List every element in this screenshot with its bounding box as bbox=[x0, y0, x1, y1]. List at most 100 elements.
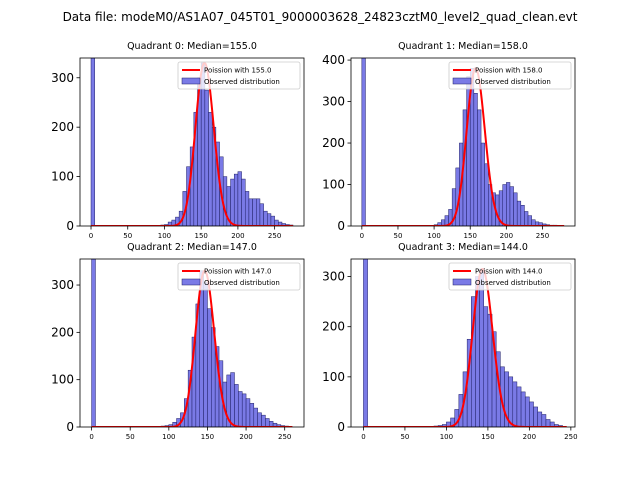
y-tick-label: 0 bbox=[66, 420, 74, 434]
legend-hist-label: Observed distribution bbox=[204, 78, 280, 86]
legend-frame bbox=[177, 262, 301, 291]
histogram-bar bbox=[252, 198, 257, 226]
y-tick-label: 300 bbox=[51, 278, 74, 292]
histogram-bar bbox=[480, 142, 485, 226]
legend: Poission with 144.0 Observed distribution bbox=[448, 262, 572, 291]
figure-suptitle: Data file: modeM0/AS1A07_045T01_90000036… bbox=[63, 10, 578, 24]
x-tick-label: 100 bbox=[158, 232, 171, 240]
legend-frame bbox=[448, 262, 572, 291]
y-tick-label: 100 bbox=[322, 178, 345, 192]
axes-frame bbox=[350, 258, 576, 428]
histogram-bar bbox=[524, 211, 529, 226]
legend-hist-label: Observed distribution bbox=[204, 279, 280, 287]
histogram-bar bbox=[204, 89, 209, 226]
y-tick-label: 100 bbox=[51, 373, 74, 387]
subplots-grid: 0 100 200 300 0 50 100 150 200 250 Quadrant 0: Med… bbox=[51, 41, 577, 441]
histogram-bar bbox=[529, 401, 534, 427]
x-tick-label: 200 bbox=[523, 433, 536, 441]
histogram-bar bbox=[512, 381, 518, 427]
histogram-bar bbox=[265, 418, 270, 427]
legend-hist-swatch bbox=[181, 77, 201, 85]
histogram-bar bbox=[267, 213, 272, 226]
histogram-bar bbox=[502, 184, 507, 226]
y-tick-label: 300 bbox=[322, 270, 345, 284]
legend: Poission with 155.0 Observed distribution bbox=[177, 61, 301, 90]
x-tick-label: 100 bbox=[440, 433, 453, 441]
legend-fit-label: Poission with 147.0 bbox=[204, 268, 272, 276]
histogram-bar bbox=[248, 198, 253, 226]
x-tick-label: 100 bbox=[162, 433, 175, 441]
x-tick-label: 0 bbox=[361, 433, 365, 441]
poisson-fit-line bbox=[361, 67, 565, 226]
x-tick-label: 200 bbox=[231, 232, 244, 240]
histogram-bar bbox=[261, 414, 266, 427]
x-tick-label: 50 bbox=[400, 433, 409, 441]
subplot-quadrant-2: 0 100 200 300 0 50 100 150 200 250 Quadrant 2: Med… bbox=[51, 242, 305, 441]
legend-frame bbox=[177, 61, 301, 90]
histogram-bar bbox=[520, 391, 526, 427]
axes-frame bbox=[350, 57, 576, 227]
x-tick-label: 0 bbox=[89, 433, 93, 441]
poisson-fit-line bbox=[363, 268, 567, 427]
histogram-bar-zero-bin bbox=[361, 58, 366, 226]
histogram-bar bbox=[245, 398, 251, 427]
histogram-bar bbox=[253, 407, 258, 427]
x-tick-label: 50 bbox=[126, 433, 135, 441]
histogram-bar bbox=[479, 268, 484, 427]
histogram-bar bbox=[509, 186, 514, 226]
histogram-bar bbox=[541, 414, 547, 427]
x-tick-label: 250 bbox=[268, 232, 281, 240]
plot-area bbox=[361, 58, 565, 226]
histogram-bar bbox=[259, 203, 264, 226]
histogram-bar bbox=[484, 163, 489, 226]
y-tick-label: 300 bbox=[322, 95, 345, 109]
y-tick-label: 100 bbox=[322, 370, 345, 384]
histogram-bar bbox=[506, 182, 511, 226]
histogram-bar bbox=[516, 386, 522, 427]
histogram-bar bbox=[238, 391, 243, 427]
y-tick-label: 0 bbox=[66, 219, 74, 233]
x-tick-label: 250 bbox=[278, 433, 291, 441]
legend-fit-label: Poission with 158.0 bbox=[475, 67, 543, 75]
histogram-bar bbox=[487, 313, 493, 427]
y-tick-label: 100 bbox=[51, 170, 74, 184]
x-tick-label: 50 bbox=[394, 232, 403, 240]
y-tick-label: 200 bbox=[322, 320, 345, 334]
histogram-bar bbox=[263, 210, 268, 226]
poisson-fit-line bbox=[91, 269, 293, 427]
y-tick-label: 0 bbox=[337, 219, 345, 233]
histogram-bar bbox=[270, 215, 275, 226]
histogram-bar bbox=[477, 109, 482, 226]
histogram-bar bbox=[516, 200, 522, 226]
y-tick-label: 300 bbox=[51, 71, 74, 85]
histogram-bar bbox=[513, 192, 518, 226]
histogram-bar-zero-bin bbox=[363, 259, 368, 427]
histogram-bar bbox=[222, 176, 228, 226]
legend-fit-label: Poission with 144.0 bbox=[475, 268, 543, 276]
x-tick-label: 150 bbox=[481, 433, 494, 441]
x-tick-label: 0 bbox=[89, 232, 93, 240]
histogram-bar bbox=[241, 393, 247, 427]
histogram-bar bbox=[545, 419, 551, 427]
subplot-title: Quadrant 3: Median=144.0 bbox=[398, 242, 528, 253]
histogram-bar bbox=[203, 282, 208, 427]
plot-area bbox=[90, 58, 294, 226]
histogram-bar bbox=[234, 384, 239, 427]
y-tick-label: 200 bbox=[51, 120, 74, 134]
subplot-quadrant-1: 0 100 200 300 400 0 50 100 150 200 250 Quadrant 1: … bbox=[322, 41, 576, 240]
histogram-bar bbox=[533, 406, 538, 427]
subplot-title: Quadrant 1: Median=158.0 bbox=[398, 41, 528, 52]
histogram-bar-zero-bin bbox=[90, 58, 95, 226]
x-tick-label: 200 bbox=[500, 232, 513, 240]
x-tick-label: 250 bbox=[536, 232, 549, 240]
histogram-bar bbox=[537, 411, 543, 427]
histogram-bar bbox=[257, 412, 262, 427]
x-tick-label: 150 bbox=[194, 232, 207, 240]
plot-area bbox=[91, 259, 293, 427]
subplot-title: Quadrant 0: Median=155.0 bbox=[127, 41, 257, 52]
legend: Poission with 158.0 Observed distribution bbox=[448, 61, 572, 90]
histogram-bar bbox=[508, 376, 514, 427]
y-tick-label: 0 bbox=[337, 420, 345, 434]
legend-hist-swatch bbox=[452, 278, 472, 286]
legend-hist-label: Observed distribution bbox=[475, 78, 551, 86]
